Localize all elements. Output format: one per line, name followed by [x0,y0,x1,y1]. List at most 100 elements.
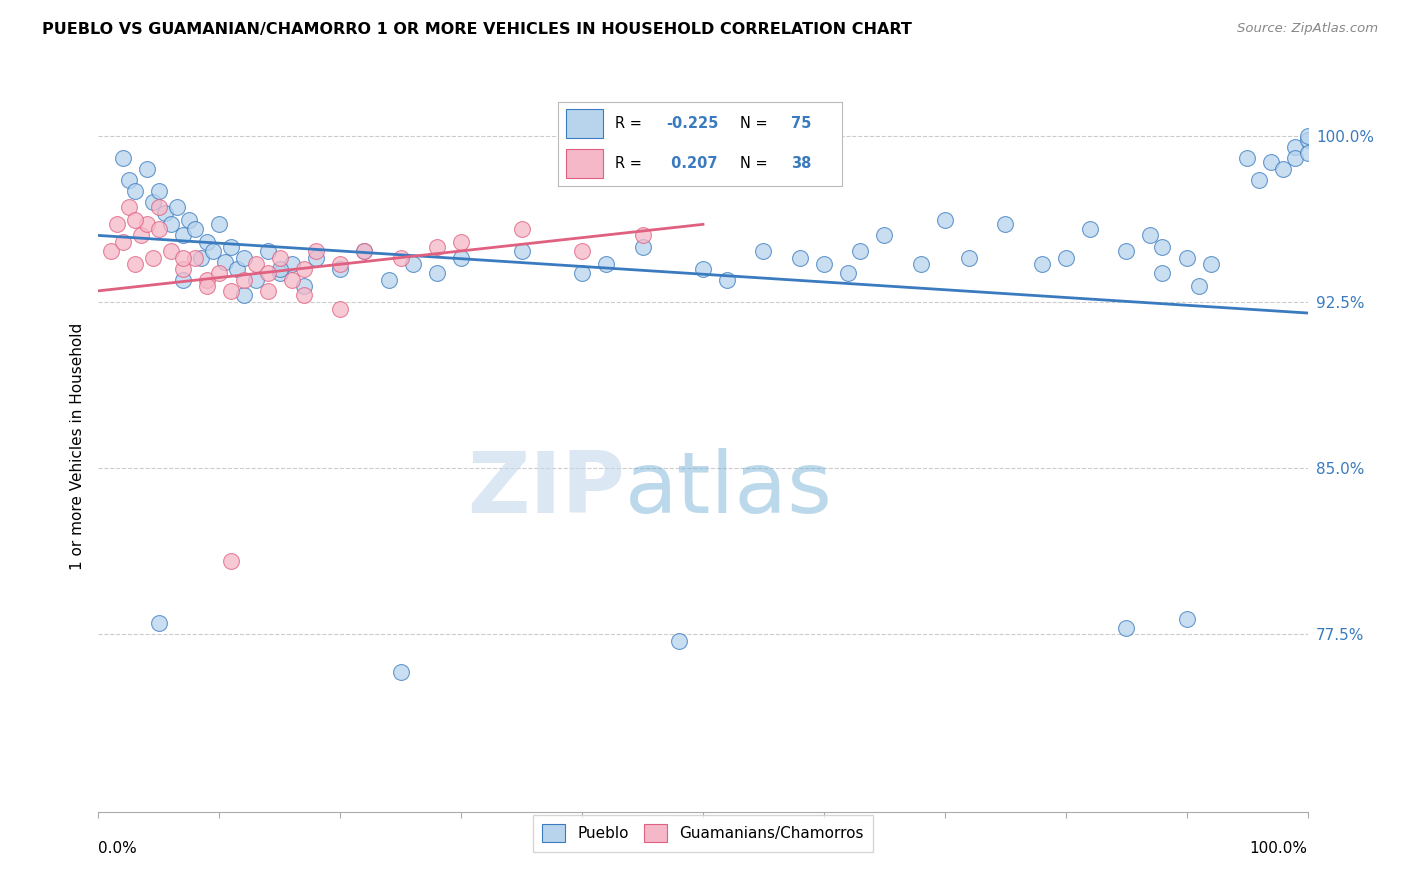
Point [1078,221,1101,235]
Point [716,273,738,287]
Point [873,228,896,243]
Point [1199,257,1222,271]
Point [160,218,183,232]
Point [135,218,157,232]
Point [934,213,956,227]
Point [172,261,194,276]
Point [1284,140,1306,154]
Point [571,266,593,280]
Text: PUEBLO VS GUAMANIAN/CHAMORRO 1 OR MORE VEHICLES IN HOUSEHOLD CORRELATION CHART: PUEBLO VS GUAMANIAN/CHAMORRO 1 OR MORE V… [42,22,912,37]
Point [1031,257,1053,271]
Point [245,257,267,271]
Point [208,266,231,280]
Point [124,257,146,271]
Text: atlas: atlas [624,449,832,532]
Point [692,261,714,276]
Point [389,665,412,679]
Point [957,251,980,265]
Point [232,251,254,265]
Point [426,239,449,253]
Point [510,221,533,235]
Point [510,244,533,258]
Y-axis label: 1 or more Vehicles in Household: 1 or more Vehicles in Household [69,322,84,570]
Legend: Pueblo, Guamanians/Chamorros: Pueblo, Guamanians/Chamorros [533,814,873,852]
Point [1249,173,1271,187]
Point [305,251,328,265]
Point [208,218,231,232]
Point [1296,128,1319,143]
Point [1188,279,1211,293]
Point [353,244,375,258]
Point [124,213,146,227]
Point [329,301,352,316]
Point [1175,251,1198,265]
Point [195,279,218,293]
Point [1054,251,1077,265]
Point [281,257,304,271]
Point [111,151,134,165]
Point [100,244,122,258]
Point [813,257,835,271]
Point [292,261,315,276]
Point [292,279,315,293]
Point [789,251,811,265]
Point [214,255,236,269]
Point [292,288,315,302]
Point [226,261,249,276]
Point [849,244,872,258]
Text: 100.0%: 100.0% [1250,841,1308,856]
Point [221,239,243,253]
Point [184,221,207,235]
Point [389,251,412,265]
Point [269,251,291,265]
Point [1260,155,1282,169]
Point [1115,244,1137,258]
Point [148,200,170,214]
Point [172,251,194,265]
Point [172,273,194,287]
Point [195,235,218,249]
Point [256,284,278,298]
Point [221,554,243,568]
Point [1284,151,1306,165]
Point [269,261,291,276]
Point [118,173,141,187]
Point [148,184,170,198]
Point [450,235,472,249]
Point [172,228,194,243]
Point [111,235,134,249]
Point [129,228,152,243]
Point [402,257,425,271]
Point [377,273,399,287]
Point [571,244,593,258]
Point [426,266,449,280]
Point [1152,239,1174,253]
Point [752,244,775,258]
Point [1272,161,1295,176]
Text: 0.0%: 0.0% [98,841,138,856]
Point [135,161,157,176]
Point [353,244,375,258]
Point [195,273,218,287]
Point [631,239,654,253]
Point [329,257,352,271]
Point [1236,151,1258,165]
Point [668,634,690,648]
Point [450,251,472,265]
Point [190,251,212,265]
Point [177,213,201,227]
Point [631,228,654,243]
Text: Source: ZipAtlas.com: Source: ZipAtlas.com [1237,22,1378,36]
Point [124,184,146,198]
Point [837,266,859,280]
Point [166,200,188,214]
Point [142,195,165,210]
Point [1296,133,1319,147]
Point [160,244,183,258]
Point [148,616,170,631]
Point [1139,228,1161,243]
Point [148,221,170,235]
Point [269,266,291,280]
Point [245,273,267,287]
Point [994,218,1017,232]
